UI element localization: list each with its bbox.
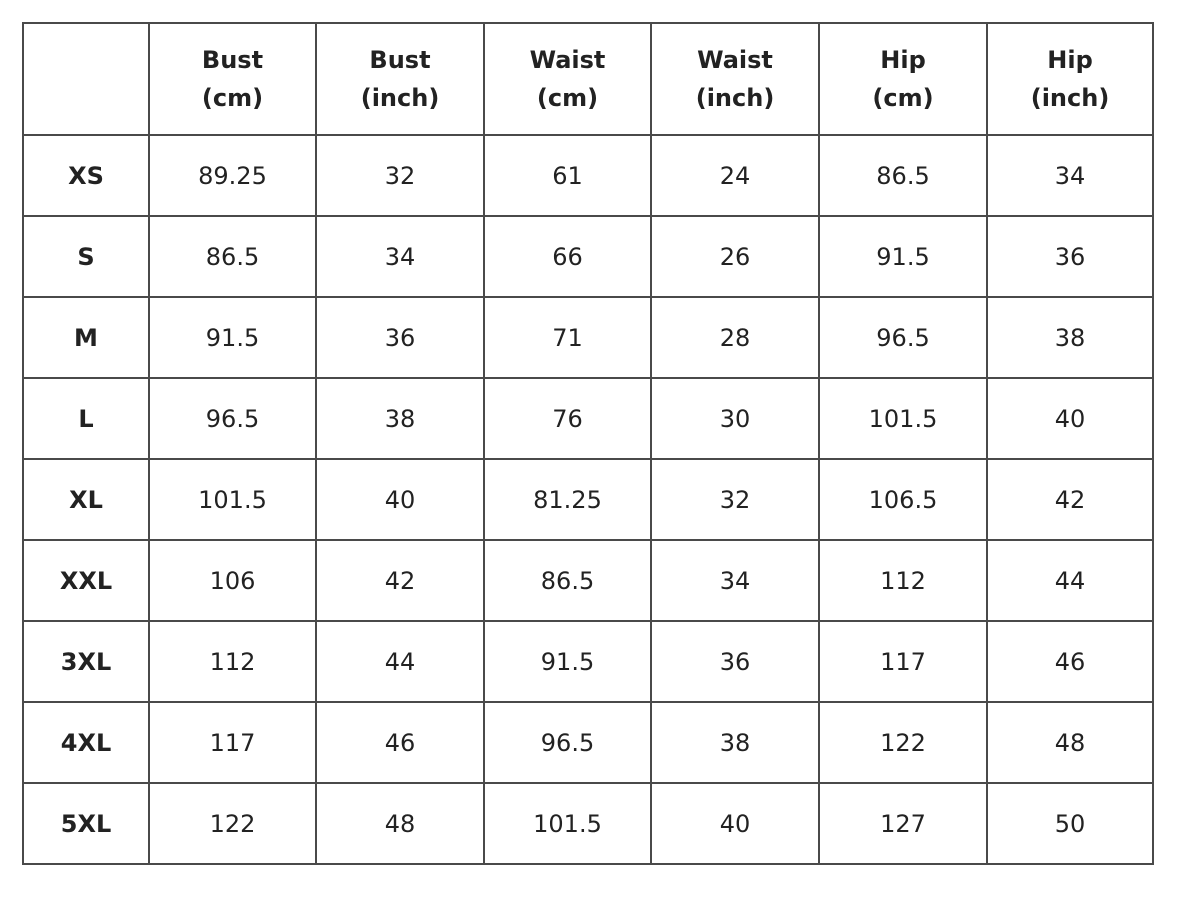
size-cell: 3XL — [22, 620, 150, 703]
value-cell: 122 — [148, 782, 317, 865]
size-chart: Bust (cm) Bust (inch) Waist (cm) Waist (inch) Hi… — [22, 22, 1154, 865]
value-cell: 106 — [148, 539, 317, 622]
value-cell: 50 — [986, 782, 1154, 865]
value-cell: 34 — [315, 215, 485, 298]
column-unit: (cm) — [536, 84, 599, 112]
size-cell: S — [22, 215, 150, 298]
column-header: Hip (inch) — [986, 22, 1154, 136]
value-cell: 32 — [315, 134, 485, 217]
column-name: Waist — [529, 46, 606, 74]
column-name: Bust — [201, 46, 264, 74]
value-cell: 32 — [650, 458, 820, 541]
value-cell: 48 — [315, 782, 485, 865]
value-cell: 61 — [483, 134, 652, 217]
value-cell: 24 — [650, 134, 820, 217]
value-cell: 40 — [650, 782, 820, 865]
table-row: 5XL 122 48 101.5 40 127 50 — [22, 782, 1154, 865]
value-cell: 117 — [818, 620, 988, 703]
value-cell: 36 — [315, 296, 485, 379]
value-cell: 42 — [315, 539, 485, 622]
table-row: L 96.5 38 76 30 101.5 40 — [22, 377, 1154, 460]
table-body: XS 89.25 32 61 24 86.5 34 S 86.5 34 66 26 91.5 36 M 91.… — [22, 134, 1154, 865]
value-cell: 40 — [315, 458, 485, 541]
size-cell: XS — [22, 134, 150, 217]
table-row: S 86.5 34 66 26 91.5 36 — [22, 215, 1154, 298]
value-cell: 71 — [483, 296, 652, 379]
column-header: Waist (inch) — [650, 22, 820, 136]
value-cell: 44 — [986, 539, 1154, 622]
value-cell: 96.5 — [483, 701, 652, 784]
table-row: 3XL 112 44 91.5 36 117 46 — [22, 620, 1154, 703]
value-cell: 127 — [818, 782, 988, 865]
size-cell: 5XL — [22, 782, 150, 865]
value-cell: 91.5 — [818, 215, 988, 298]
size-cell: L — [22, 377, 150, 460]
value-cell: 48 — [986, 701, 1154, 784]
value-cell: 112 — [148, 620, 317, 703]
value-cell: 112 — [818, 539, 988, 622]
column-header: Hip (cm) — [818, 22, 988, 136]
column-header: Bust (inch) — [315, 22, 485, 136]
size-cell: XXL — [22, 539, 150, 622]
value-cell: 81.25 — [483, 458, 652, 541]
table-row: XXL 106 42 86.5 34 112 44 — [22, 539, 1154, 622]
table-row: XL 101.5 40 81.25 32 106.5 42 — [22, 458, 1154, 541]
value-cell: 66 — [483, 215, 652, 298]
value-cell: 91.5 — [483, 620, 652, 703]
value-cell: 122 — [818, 701, 988, 784]
value-cell: 26 — [650, 215, 820, 298]
column-name: Waist — [697, 46, 773, 74]
value-cell: 38 — [315, 377, 485, 460]
table-row: 4XL 117 46 96.5 38 122 48 — [22, 701, 1154, 784]
header-row: Bust (cm) Bust (inch) Waist (cm) Waist (inch) Hi… — [22, 22, 1154, 136]
value-cell: 40 — [986, 377, 1154, 460]
column-unit: (cm) — [201, 84, 264, 112]
size-cell: XL — [22, 458, 150, 541]
value-cell: 44 — [315, 620, 485, 703]
value-cell: 30 — [650, 377, 820, 460]
value-cell: 86.5 — [483, 539, 652, 622]
size-cell: 4XL — [22, 701, 150, 784]
table-row: M 91.5 36 71 28 96.5 38 — [22, 296, 1154, 379]
value-cell: 34 — [650, 539, 820, 622]
column-unit: (inch) — [695, 84, 775, 112]
value-cell: 117 — [148, 701, 317, 784]
column-header: Waist (cm) — [483, 22, 652, 136]
value-cell: 86.5 — [818, 134, 988, 217]
column-unit: (inch) — [360, 84, 440, 112]
value-cell: 38 — [986, 296, 1154, 379]
value-cell: 101.5 — [483, 782, 652, 865]
table-row: XS 89.25 32 61 24 86.5 34 — [22, 134, 1154, 217]
value-cell: 91.5 — [148, 296, 317, 379]
value-cell: 86.5 — [148, 215, 317, 298]
value-cell: 38 — [650, 701, 820, 784]
value-cell: 89.25 — [148, 134, 317, 217]
value-cell: 46 — [986, 620, 1154, 703]
column-name: Hip — [1047, 46, 1093, 74]
column-header: Bust (cm) — [148, 22, 317, 136]
value-cell: 96.5 — [818, 296, 988, 379]
value-cell: 101.5 — [818, 377, 988, 460]
value-cell: 36 — [986, 215, 1154, 298]
column-name: Hip — [880, 46, 926, 74]
corner-cell — [22, 22, 150, 136]
value-cell: 34 — [986, 134, 1154, 217]
value-cell: 106.5 — [818, 458, 988, 541]
value-cell: 46 — [315, 701, 485, 784]
column-unit: (cm) — [872, 84, 934, 112]
value-cell: 101.5 — [148, 458, 317, 541]
value-cell: 36 — [650, 620, 820, 703]
size-cell: M — [22, 296, 150, 379]
column-unit: (inch) — [1030, 84, 1110, 112]
value-cell: 96.5 — [148, 377, 317, 460]
value-cell: 42 — [986, 458, 1154, 541]
column-name: Bust — [369, 46, 431, 74]
value-cell: 76 — [483, 377, 652, 460]
value-cell: 28 — [650, 296, 820, 379]
